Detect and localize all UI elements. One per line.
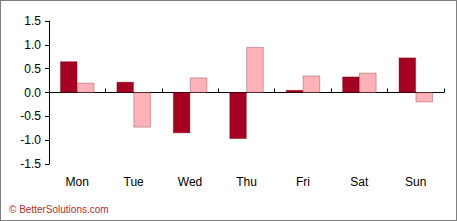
svg-text:Wed: Wed (178, 175, 202, 189)
svg-text:1.5: 1.5 (24, 14, 41, 28)
svg-text:-1.5: -1.5 (20, 157, 41, 171)
svg-text:0.0: 0.0 (24, 86, 41, 100)
svg-text:Tue: Tue (124, 175, 145, 189)
svg-text:1.0: 1.0 (24, 38, 41, 52)
svg-text:-0.5: -0.5 (20, 109, 41, 123)
svg-text:Sat: Sat (350, 175, 369, 189)
svg-text:-1.0: -1.0 (20, 133, 41, 147)
svg-text:0.5: 0.5 (24, 62, 41, 76)
svg-text:Fri: Fri (296, 175, 310, 189)
svg-text:© BetterSolutions.com: © BetterSolutions.com (9, 204, 109, 215)
svg-text:Thu: Thu (236, 175, 257, 189)
svg-text:Sun: Sun (405, 175, 426, 189)
svg-text:Mon: Mon (66, 175, 89, 189)
